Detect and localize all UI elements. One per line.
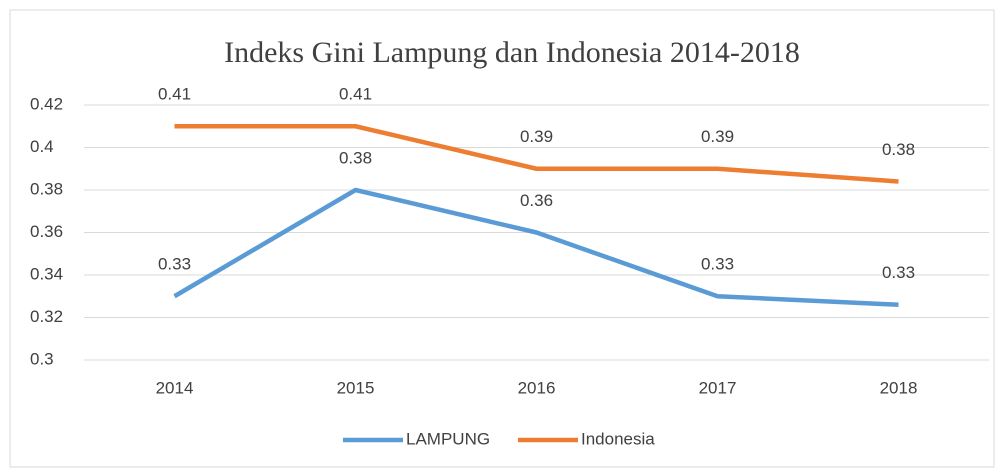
x-tick-label: 2015 — [337, 378, 375, 397]
y-tick-label: 0.34 — [30, 264, 63, 283]
data-label: 0.33 — [701, 255, 734, 274]
series-line — [173, 187, 899, 307]
data-label: 0.39 — [520, 127, 553, 146]
data-label: 0.39 — [701, 127, 734, 146]
x-tick-label: 2017 — [699, 378, 737, 397]
data-label: 0.36 — [520, 191, 553, 210]
y-tick-label: 0.36 — [30, 222, 63, 241]
data-label: 0.41 — [339, 85, 372, 104]
legend-label: Indonesia — [581, 429, 655, 448]
x-tick-label: 2018 — [880, 378, 918, 397]
data-label: 0.38 — [339, 148, 372, 167]
series-line — [174, 124, 899, 184]
y-tick-label: 0.38 — [30, 179, 63, 198]
data-label: 0.33 — [158, 255, 191, 274]
x-tick-label: 2014 — [156, 378, 194, 397]
data-label: 0.38 — [882, 140, 915, 159]
y-tick-label: 0.4 — [30, 137, 54, 156]
y-tick-label: 0.32 — [30, 307, 63, 326]
chart-title: Indeks Gini Lampung dan Indonesia 2014-2… — [224, 36, 800, 69]
legend-label: LAMPUNG — [406, 429, 490, 448]
y-tick-label: 0.42 — [30, 94, 63, 113]
chart-frame — [9, 9, 995, 468]
data-label: 0.33 — [882, 263, 915, 282]
data-label: 0.41 — [158, 85, 191, 104]
y-tick-label: 0.3 — [30, 349, 54, 368]
x-tick-label: 2016 — [518, 378, 556, 397]
